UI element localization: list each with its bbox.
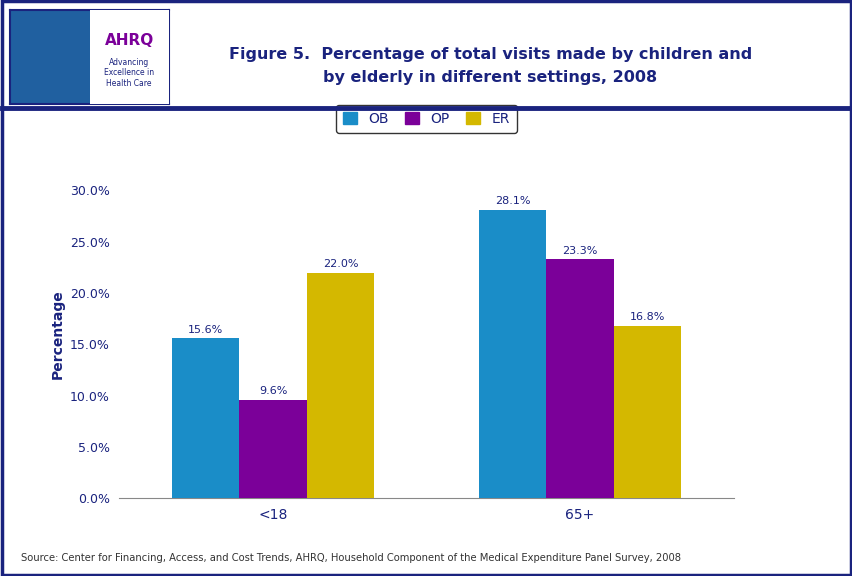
Text: by elderly in different settings, 2008: by elderly in different settings, 2008	[323, 70, 657, 85]
Text: Advancing
Excellence in
Health Care: Advancing Excellence in Health Care	[104, 58, 154, 88]
Bar	[307, 272, 374, 498]
Bar	[545, 259, 613, 498]
Bar	[171, 338, 239, 498]
Text: AHRQ: AHRQ	[105, 33, 153, 48]
Text: 23.3%: 23.3%	[561, 245, 597, 256]
Legend: OB, OP, ER: OB, OP, ER	[336, 105, 516, 132]
Bar	[613, 326, 681, 498]
Text: Source: Center for Financing, Access, and Cost Trends, AHRQ, Household Component: Source: Center for Financing, Access, an…	[21, 554, 681, 563]
Bar	[478, 210, 545, 498]
Text: Figure 5.  Percentage of total visits made by children and: Figure 5. Percentage of total visits mad…	[228, 47, 751, 62]
Text: 9.6%: 9.6%	[258, 386, 287, 396]
Bar	[239, 400, 307, 498]
Text: 15.6%: 15.6%	[187, 325, 222, 335]
Y-axis label: Percentage: Percentage	[50, 289, 64, 379]
Text: 16.8%: 16.8%	[629, 312, 665, 323]
Text: 22.0%: 22.0%	[322, 259, 358, 269]
Text: 28.1%: 28.1%	[494, 196, 530, 206]
